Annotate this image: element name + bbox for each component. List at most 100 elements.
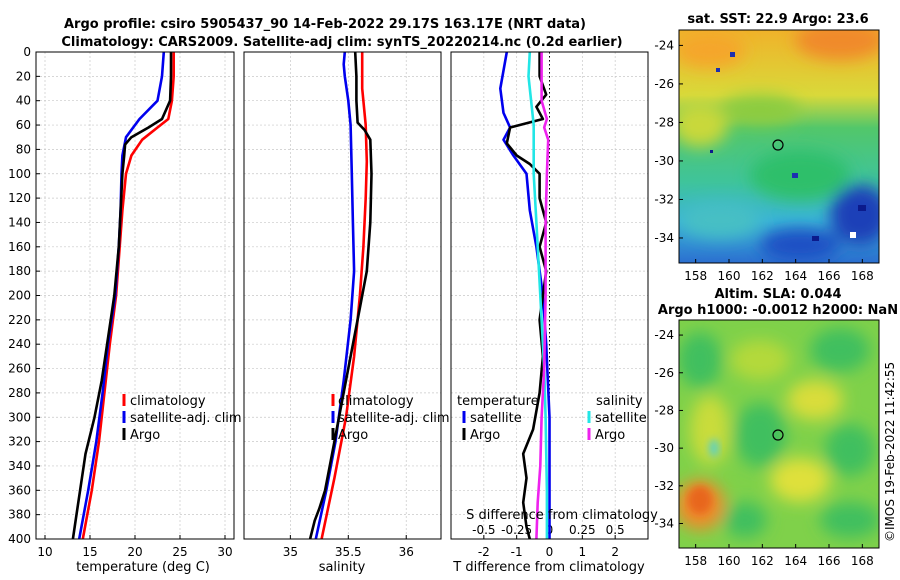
sst-map-frame xyxy=(678,29,880,264)
legend-s-satellite-label: satellite xyxy=(595,411,647,426)
map-y-tick-label: -24 xyxy=(654,328,674,342)
salinity-panel: 35 35.5 36 salinity climatology satellite-… xyxy=(243,51,450,575)
map-x-tick-label: 164 xyxy=(784,554,807,568)
y-tick-label: 140 xyxy=(8,215,31,229)
temperature-legend: climatology satellite-adj. clim Argo xyxy=(122,394,242,443)
figure-title-line2: Climatology: CARS2009. Satellite-adj cli… xyxy=(61,35,622,50)
series-line-argo xyxy=(71,52,173,540)
sla-argo-location-marker xyxy=(772,429,784,441)
map-y-tick-label: -30 xyxy=(654,154,674,168)
y-tick-label: 380 xyxy=(8,508,31,522)
timestamp-watermark: ©IMOS 19-Feb-2022 11:42:55 xyxy=(883,362,897,542)
map-x-tick-label: 158 xyxy=(684,554,707,568)
y-tick-label: 340 xyxy=(8,459,31,473)
x-tick-label: 25 xyxy=(172,545,187,559)
x-tick-label: 15 xyxy=(82,545,97,559)
series-line-climatology xyxy=(320,52,369,540)
legend-s-argo-label: Argo xyxy=(595,428,625,443)
map-x-tick-label: 168 xyxy=(851,269,874,283)
legend-argo-label: Argo xyxy=(130,428,160,443)
y-tick-label: 120 xyxy=(8,191,31,205)
x-tick-label: 30 xyxy=(217,545,232,559)
x-tick-label: 1 xyxy=(579,545,587,559)
temperature-xlabel: temperature (deg C) xyxy=(76,560,210,575)
x-tick-label: 35.5 xyxy=(335,545,362,559)
difference-panel: -2 -1 0 1 2 -0.5 -0.25 0 0.25 0.5 T difference f… xyxy=(450,51,658,575)
x-tick-label: 36 xyxy=(399,545,414,559)
legend-satellite-label: satellite-adj. clim xyxy=(338,411,450,426)
map-y-tick-label: -26 xyxy=(654,77,674,91)
sst-map-title: sat. SST: 22.9 Argo: 23.6 xyxy=(687,12,868,27)
map-x-tick-label: 164 xyxy=(784,269,807,283)
legend-t-argo-label: Argo xyxy=(470,428,500,443)
map-x-tick-label: 166 xyxy=(818,269,841,283)
series-line-temperature-argo xyxy=(505,52,548,540)
y-tick-label: 360 xyxy=(8,483,31,497)
x2-tick-label: -0.5 xyxy=(472,523,495,537)
map-y-tick-label: -24 xyxy=(654,38,674,52)
x-tick-label: 35 xyxy=(283,545,298,559)
x2-tick-label: 0.5 xyxy=(606,523,625,537)
map-y-tick-label: -34 xyxy=(654,231,674,245)
y-tick-label: 200 xyxy=(8,289,31,303)
legend-satellite-label: satellite-adj. clim xyxy=(130,411,242,426)
sla-heatmap xyxy=(679,320,879,548)
x-tick-label: 0 xyxy=(546,545,554,559)
y-tick-label: 180 xyxy=(8,264,31,278)
y-tick-label: 320 xyxy=(8,435,31,449)
map-x-tick-label: 166 xyxy=(818,554,841,568)
map-y-tick-label: -26 xyxy=(654,366,674,380)
map-y-tick-label: -32 xyxy=(654,479,674,493)
x-tick-label: -1 xyxy=(511,545,523,559)
difference-axes-frame xyxy=(450,51,649,540)
map-y-tick-label: -32 xyxy=(654,192,674,206)
x-tick-label: 20 xyxy=(127,545,142,559)
legend-climatology-label: climatology xyxy=(130,394,206,409)
y-tick-label: 20 xyxy=(16,69,31,83)
y-tick-label: 400 xyxy=(8,532,31,546)
salinity-axes-frame xyxy=(243,51,442,540)
legend-climatology-label: climatology xyxy=(338,394,414,409)
map-x-tick-label: 168 xyxy=(851,554,874,568)
legend-salinity-heading: salinity xyxy=(596,394,643,409)
salinity-legend: climatology satellite-adj. clim Argo xyxy=(331,394,450,443)
map-x-tick-label: 158 xyxy=(684,269,707,283)
x-tick-label: -2 xyxy=(478,545,490,559)
y-tick-label: 260 xyxy=(8,362,31,376)
y-tick-label: 100 xyxy=(8,167,31,181)
difference-xlabel: T difference from climatology xyxy=(452,560,645,575)
series-line-climatology xyxy=(81,52,175,540)
difference-x2label: S difference from climatology xyxy=(466,508,658,523)
y-tick-label: 280 xyxy=(8,386,31,400)
x2-tick-label: 0.25 xyxy=(569,523,596,537)
series-line-temperature-satellite xyxy=(498,51,551,539)
legend-argo-label: Argo xyxy=(338,428,368,443)
x-tick-label: 10 xyxy=(37,545,52,559)
legend-t-satellite-label: satellite xyxy=(470,411,522,426)
temperature-axes-frame xyxy=(35,51,235,540)
sst-heatmap xyxy=(679,30,879,263)
map-x-tick-label: 160 xyxy=(718,269,741,283)
y-tick-label: 160 xyxy=(8,240,31,254)
y-tick-label: 300 xyxy=(8,410,31,424)
series-line-argo xyxy=(308,51,373,540)
difference-legend-temperature: temperature satellite Argo xyxy=(457,394,539,443)
figure-title-line1: Argo profile: csiro 5905437_90 14-Feb-20… xyxy=(64,17,586,32)
y-tick-label: 80 xyxy=(16,142,31,156)
map-x-tick-label: 160 xyxy=(718,554,741,568)
map-y-tick-label: -30 xyxy=(654,441,674,455)
series-line-salinity-argo xyxy=(535,52,550,540)
map-y-tick-label: -28 xyxy=(654,115,674,129)
map-x-tick-label: 162 xyxy=(751,269,774,283)
salinity-xlabel: salinity xyxy=(319,560,366,575)
map-y-tick-label: -28 xyxy=(654,403,674,417)
sla-map-panel: 158 160 162 164 166 168 -24 -26 -28 -30 -32 -34 xyxy=(654,319,880,568)
sla-map-frame xyxy=(678,319,880,549)
difference-legend-salinity: salinity satellite Argo xyxy=(587,394,647,443)
sst-map-panel: 158 160 162 164 166 168 -24 -26 -28 -30 -32 -34 xyxy=(654,29,880,283)
y-tick-label: 60 xyxy=(16,118,31,132)
sst-argo-location-marker xyxy=(772,139,784,151)
map-x-tick-label: 162 xyxy=(751,554,774,568)
y-tick-label: 240 xyxy=(8,337,31,351)
